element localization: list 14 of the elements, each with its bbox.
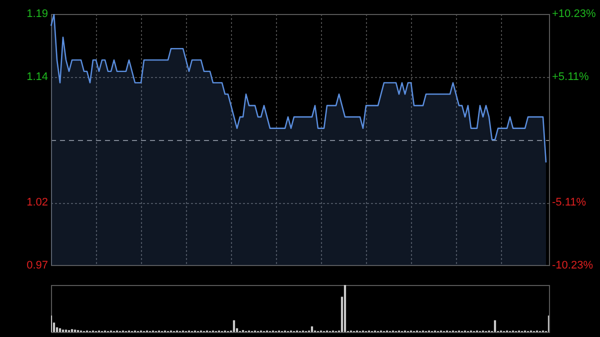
- bar: [232, 320, 236, 332]
- y2-tick-label: -5.11%: [552, 196, 586, 209]
- y-tick-label: 1.19: [26, 8, 48, 20]
- bar: [310, 326, 314, 332]
- bar: [494, 320, 496, 332]
- y2-tick-label: +10.23%: [552, 8, 596, 20]
- bar: [70, 329, 74, 332]
- y-tick-label: 1.14: [26, 70, 48, 83]
- y2-tick-label: +5.11%: [552, 70, 590, 83]
- y-tick-label: 0.97: [26, 259, 48, 272]
- bar: [58, 328, 62, 332]
- y-tick-label: 1.02: [26, 196, 48, 209]
- y2-tick-label: -10.23%: [552, 259, 594, 272]
- bar: [344, 285, 346, 332]
